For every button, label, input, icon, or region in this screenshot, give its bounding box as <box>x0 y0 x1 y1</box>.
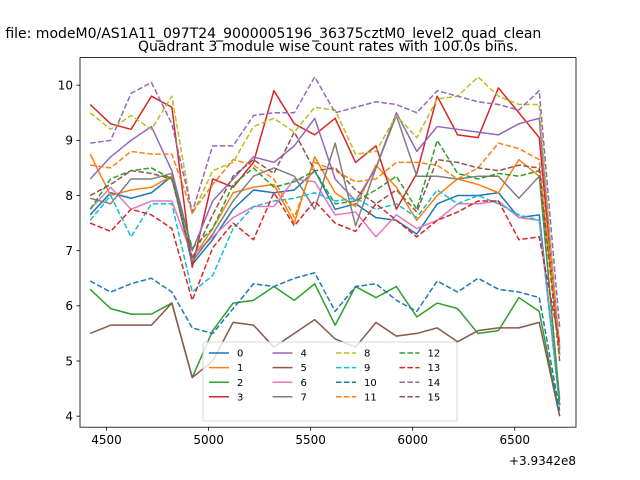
suptitle: n file: modeM0/AS1A11_097T24_9000005196_… <box>0 26 541 42</box>
series-line-10 <box>89 271 561 411</box>
legend-item-11: 11 <box>336 392 377 403</box>
legend-label: 8 <box>364 349 370 360</box>
series-line-9 <box>89 189 561 406</box>
series-line-11 <box>90 142 561 345</box>
legend-box <box>202 341 458 422</box>
legend-item-7: 7 <box>272 392 307 403</box>
x-tick-label: 5500 <box>295 433 326 447</box>
plot-frame <box>79 57 577 428</box>
legend-item-4: 4 <box>272 349 307 360</box>
legend-item-2: 2 <box>209 378 243 389</box>
series-line-3 <box>89 87 561 356</box>
legend-label: 1 <box>237 363 243 374</box>
legend-label: 3 <box>237 392 243 403</box>
series-line-6 <box>89 178 561 406</box>
y-tick-label: 4 <box>65 409 73 423</box>
legend-label: 2 <box>237 378 243 389</box>
legend-item-0: 0 <box>209 349 243 360</box>
legend-item-15: 15 <box>399 392 441 403</box>
legend-item-1: 1 <box>209 363 243 374</box>
x-tick-label: 4500 <box>91 433 122 447</box>
y-tick-label: 7 <box>65 244 73 258</box>
x-tick-label: 5000 <box>193 433 224 447</box>
legend-label: 9 <box>364 363 370 374</box>
legend-label: 12 <box>428 349 441 360</box>
series-line-15 <box>89 131 561 362</box>
series-line-0 <box>89 169 561 406</box>
legend-label: 6 <box>301 378 307 389</box>
series-line-4 <box>89 112 561 351</box>
x-offset-label: +3.9342e8 <box>509 454 576 468</box>
legend-item-10: 10 <box>336 378 377 389</box>
y-tick-label: 10 <box>58 78 73 92</box>
legend-label: 14 <box>428 378 441 389</box>
legend-item-14: 14 <box>399 378 441 389</box>
x-tick-label: 6000 <box>397 433 428 447</box>
series-line-8 <box>89 76 561 356</box>
chart-title: Quadrant 3 module wise count rates with … <box>138 39 518 55</box>
legend-label: 0 <box>237 349 243 360</box>
legend-label: 5 <box>301 363 307 374</box>
series-line-12 <box>89 139 561 406</box>
legend-item-8: 8 <box>336 349 370 360</box>
legend-label: 15 <box>428 392 441 403</box>
legend-label: 13 <box>428 363 441 374</box>
legend-item-12: 12 <box>399 349 441 360</box>
series-line-14 <box>90 76 561 328</box>
legend-item-6: 6 <box>272 378 307 389</box>
x-tick-label: 6500 <box>499 433 530 447</box>
y-tick-label: 9 <box>65 134 73 148</box>
y-tick-label: 6 <box>65 299 73 313</box>
legend-item-5: 5 <box>272 363 307 374</box>
legend-item-13: 13 <box>399 363 441 374</box>
y-tick-label: 8 <box>65 189 73 203</box>
legend-item-3: 3 <box>209 392 243 403</box>
series-line-2 <box>89 283 561 417</box>
legend-item-9: 9 <box>336 363 370 374</box>
series-layer <box>89 76 561 417</box>
legend-label: 11 <box>364 392 377 403</box>
legend-label: 4 <box>301 349 307 360</box>
legend-label: 7 <box>301 392 307 403</box>
series-line-7 <box>90 114 561 400</box>
series-line-5 <box>89 302 561 417</box>
y-tick-label: 5 <box>65 354 73 368</box>
legend-label: 10 <box>364 378 377 389</box>
